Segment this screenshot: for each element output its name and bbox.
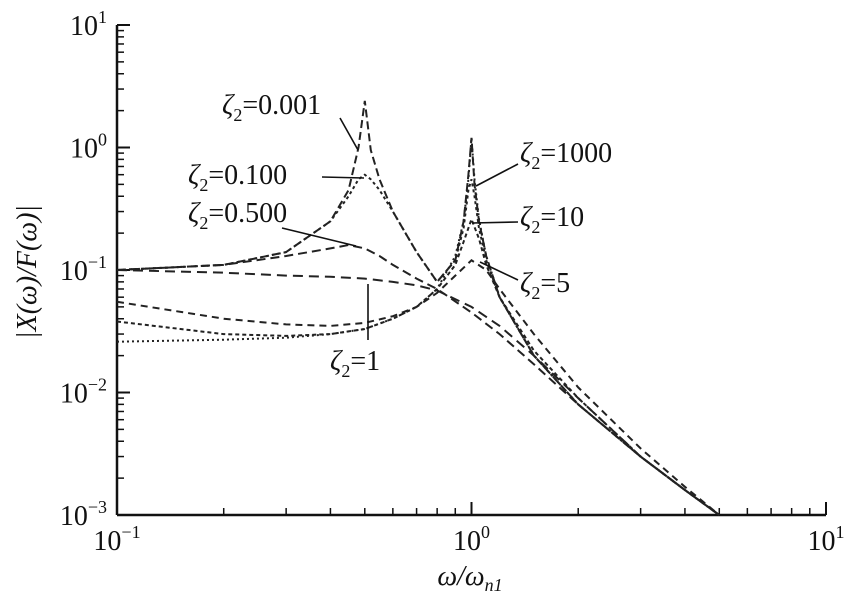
annotation-leader (479, 261, 519, 281)
annotation-label: ζ2=1000 (520, 138, 612, 173)
tick-layer: 10−1 100 101 10−3 10−2 10−1 100 101 (60, 7, 845, 557)
annotation-label: ζ2=1 (330, 346, 380, 381)
x-axis-label: ω/ωn1 (437, 561, 502, 595)
x-tick-label: 10−1 (93, 522, 140, 557)
annotation-label: ζ2=10 (520, 202, 584, 237)
series-layer (116, 100, 720, 516)
annotation-label: ζ2=5 (520, 268, 570, 303)
annotation-leader (339, 117, 359, 151)
annotation-label: ζ2=0.100 (188, 160, 287, 195)
annotation-leader (281, 227, 357, 247)
annotation-label: ζ2=0.500 (188, 198, 287, 233)
series-line-2 (116, 243, 720, 516)
annotation-leader (475, 163, 519, 187)
x-tick-label: 100 (453, 522, 490, 557)
x-axis-label-sub: n1 (485, 575, 503, 595)
annotation-label: ζ2=0.001 (222, 90, 321, 125)
y-axis-label: |X(ω)/F(ω)| (12, 205, 43, 339)
y-tick-label: 10−2 (60, 375, 107, 410)
annotation-leader (321, 176, 365, 179)
series-line-4 (116, 259, 720, 516)
y-tick-label: 10−3 (60, 497, 107, 532)
x-axis-label-base: ω/ω (437, 561, 484, 592)
y-tick-label: 10−1 (60, 252, 107, 287)
x-tick-label: 101 (808, 522, 845, 557)
series-line-5 (116, 216, 720, 516)
y-tick-label: 100 (70, 130, 107, 165)
series-line-0 (116, 100, 720, 516)
series-line-1 (116, 173, 720, 516)
annotation-leader (471, 221, 519, 224)
series-line-6 (116, 137, 720, 516)
y-tick-label: 101 (70, 7, 107, 42)
series-line-3 (116, 269, 720, 516)
